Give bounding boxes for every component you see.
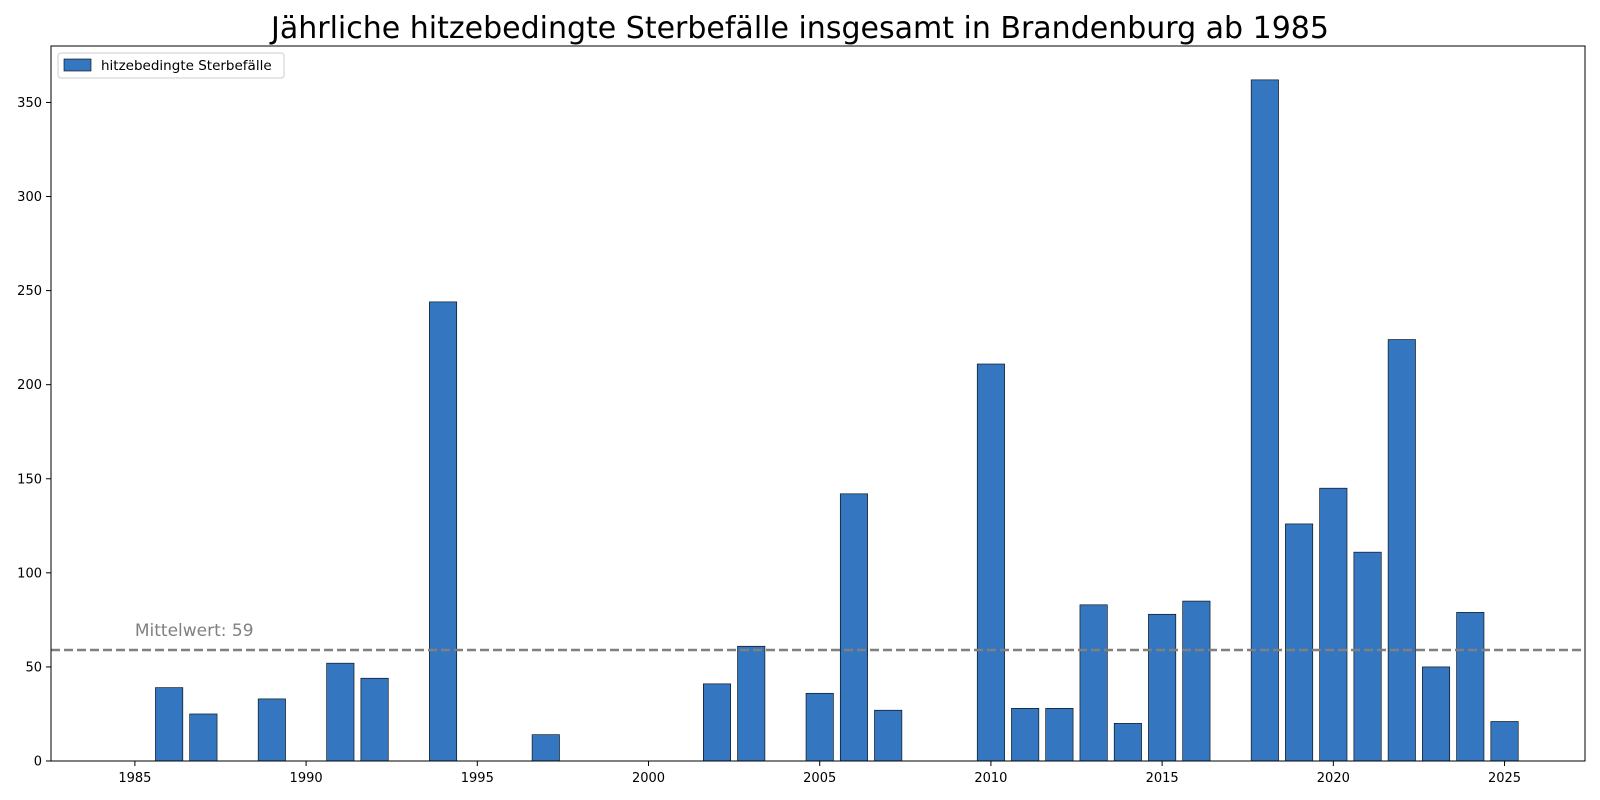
y-tick-label-150: 150 <box>17 472 42 487</box>
y-tick-label-50: 50 <box>25 660 42 675</box>
mean-label: Mittelwert: 59 <box>135 621 254 641</box>
bar-2005 <box>805 692 834 762</box>
bar-2010 <box>976 363 1005 762</box>
y-tick-label-300: 300 <box>17 190 42 205</box>
bar-2020 <box>1319 487 1348 762</box>
y-tick-label-250: 250 <box>17 284 42 299</box>
bar-2021 <box>1353 551 1382 762</box>
x-axis: 1985 1990 1995 2000 2005 2010 2015 2020 2025 <box>118 761 1521 786</box>
bar-2003 <box>737 645 766 762</box>
bar-2024 <box>1456 612 1485 762</box>
bar-1992 <box>360 677 389 762</box>
bar-2025 <box>1490 721 1519 762</box>
bar-1987 <box>189 713 218 762</box>
x-tick-label-1985: 1985 <box>118 771 151 786</box>
x-tick-label-2010: 2010 <box>974 771 1007 786</box>
x-tick-label-2005: 2005 <box>803 771 836 786</box>
bar-1997 <box>531 734 560 762</box>
x-tick-label-2000: 2000 <box>632 771 665 786</box>
bar-1991 <box>326 662 355 762</box>
legend-label: hitzebedingte Sterbefälle <box>101 58 272 74</box>
bar-2015 <box>1148 613 1177 762</box>
y-tick-label-0: 0 <box>34 755 42 770</box>
x-tick-label-2020: 2020 <box>1317 771 1350 786</box>
bar-2022 <box>1387 339 1416 762</box>
x-tick-label-2015: 2015 <box>1146 771 1179 786</box>
bar-2016 <box>1182 600 1211 762</box>
y-tick-label-100: 100 <box>17 566 42 581</box>
bar-1986 <box>155 687 184 762</box>
legend-box <box>57 52 285 79</box>
chart-title: Jährliche hitzebedingte Sterbefälle insg… <box>269 11 1329 46</box>
bar-2006 <box>839 493 868 762</box>
y-tick-label-350: 350 <box>17 96 42 111</box>
bar-2007 <box>874 709 903 762</box>
x-tick-label-1995: 1995 <box>461 771 494 786</box>
x-tick-label-1990: 1990 <box>290 771 323 786</box>
mean-layer: Mittelwert: 59 <box>51 621 1585 652</box>
bar-1994 <box>429 301 458 762</box>
bar-2019 <box>1285 523 1314 762</box>
bar-2023 <box>1422 666 1451 762</box>
legend: hitzebedingte Sterbefälle <box>57 52 285 79</box>
bar-2002 <box>702 683 731 762</box>
bar-2013 <box>1079 604 1108 762</box>
bar-1989 <box>257 698 286 762</box>
y-tick-label-200: 200 <box>17 378 42 393</box>
x-tick-label-2025: 2025 <box>1488 771 1521 786</box>
bar-2014 <box>1113 723 1142 762</box>
bar-2012 <box>1045 708 1074 762</box>
bar-2011 <box>1011 708 1040 762</box>
legend-swatch <box>63 58 92 72</box>
plot-frame <box>50 45 1586 762</box>
y-axis: 0 50 100 150 200 250 300 350 <box>17 96 51 770</box>
bar-2018 <box>1250 79 1279 762</box>
bars-layer <box>155 79 1519 762</box>
